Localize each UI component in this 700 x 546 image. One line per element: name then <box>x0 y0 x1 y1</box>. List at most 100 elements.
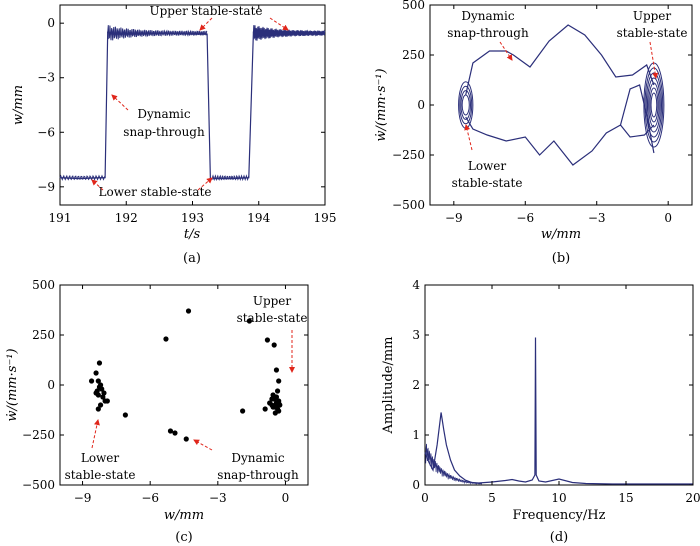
c-point-16 <box>122 412 128 418</box>
a-ripple-upper-1 <box>252 25 326 41</box>
b-lower-ring-1 <box>460 90 471 120</box>
panel-c-ann-upper-2: stable-state <box>237 311 308 325</box>
d-ytick-label-1: 3 <box>412 328 420 342</box>
d-xtick-label-3: 15 <box>618 491 633 505</box>
panel-c-xlabel: w/mm <box>164 508 204 523</box>
c-xtick-label-0: −9 <box>74 491 92 505</box>
c-point-40 <box>272 410 278 416</box>
panel-a-xticks: 191 192 193 194 195 <box>49 5 336 225</box>
c-point-18 <box>185 308 192 314</box>
b-ytick-label-4: −500 <box>392 198 425 212</box>
panel-d-caption: (d) <box>550 530 568 545</box>
b-ytick-label-2: 0 <box>417 98 425 112</box>
panel-a-arrow-upper-2 <box>269 17 289 31</box>
panel-a-arrow-upper-1 <box>199 17 213 31</box>
c-point-25 <box>273 367 280 373</box>
b-lower-ring-0 <box>461 94 470 116</box>
d-xtick-label-2: 10 <box>551 491 566 505</box>
panel-b-plot <box>458 24 665 166</box>
panel-b-ylabel: ẇ/(mm·s⁻¹) <box>374 68 389 141</box>
c-point-22 <box>246 318 252 324</box>
d-ytick-label-3: 1 <box>412 428 420 442</box>
panel-c-plot <box>88 308 283 442</box>
c-point-38 <box>270 392 276 398</box>
d-noise-texture <box>425 443 483 485</box>
c-point-2 <box>96 360 103 366</box>
c-point-13 <box>101 390 107 396</box>
panel-d-xlabel: Frequency/Hz <box>513 508 606 523</box>
c-point-23 <box>264 337 271 343</box>
panel-a-arrow-lower-2 <box>197 177 213 191</box>
panel-a-yticks: 0 −3 −6 −9 <box>37 16 325 194</box>
d-xtick-label-1: 5 <box>488 491 496 505</box>
panel-a-ylabel: w/mm <box>11 85 26 125</box>
c-point-14 <box>104 398 110 404</box>
b-series-2 <box>619 84 655 154</box>
b-upper-ring-1 <box>649 87 659 123</box>
panel-c-yticks: 500 250 0 −250 −500 <box>22 278 308 492</box>
c-point-42 <box>240 408 246 414</box>
panel-d-frame <box>424 284 694 486</box>
panel-b-arrow-upper <box>649 41 659 79</box>
c-point-9 <box>97 402 104 408</box>
panel-a-ann-lower: Lower stable-state <box>99 185 212 199</box>
panel-b-ann-lower: Lower <box>468 159 507 173</box>
c-point-12 <box>96 384 103 390</box>
panel-c-ylabel: ẇ/(mm·s⁻¹) <box>5 348 20 421</box>
panel-a-caption: (a) <box>183 251 201 266</box>
d-ytick-label-2: 2 <box>412 378 420 392</box>
c-point-21 <box>183 436 189 442</box>
c-point-24 <box>271 342 277 348</box>
a-xtick-label-1: 192 <box>115 211 138 225</box>
c-point-43 <box>262 406 268 412</box>
panel-c-ann-dynamic: Dynamic <box>231 451 285 465</box>
d-series-0 <box>424 337 693 485</box>
panel-d-yticks: 4 3 2 1 0 <box>412 278 693 492</box>
d-xtick-label-4: 20 <box>685 491 700 505</box>
panel-b-ann-snap: snap-through <box>447 26 529 40</box>
c-point-15 <box>88 378 95 384</box>
panel-a-ann-upper: Upper stable-state <box>150 4 263 18</box>
c-xtick-label-1: −6 <box>141 491 159 505</box>
panel-d-plot <box>424 337 693 485</box>
c-ytick-label-1: 250 <box>32 328 55 342</box>
b-lower-ring-2 <box>459 85 473 125</box>
panel-c-ann-lower: Lower <box>81 451 120 465</box>
c-point-10 <box>95 406 101 412</box>
panel-a: 191 192 193 194 195 0 −3 −6 −9 t/s w/mm (a) Upp… <box>11 4 336 266</box>
c-point-27 <box>274 388 281 394</box>
c-point-41 <box>269 396 275 402</box>
panel-b-xticks: −9 −6 −3 0 <box>445 5 672 225</box>
panel-b-ann-upper-2: stable-state <box>617 26 688 40</box>
panel-c-ann-upper: Upper <box>253 294 292 308</box>
panel-a-arrow-lower-1 <box>91 179 104 191</box>
panel-b-ann-upper: Upper <box>633 9 672 23</box>
c-point-46 <box>276 400 282 406</box>
panel-d-xticks: 0 5 10 15 20 <box>421 285 700 505</box>
panel-a-plot <box>59 25 326 182</box>
b-series-0 <box>465 24 655 96</box>
panel-b-ann-lower-2: stable-state <box>452 176 523 190</box>
panel-d-ylabel: Amplitude/mm <box>381 337 396 435</box>
b-ytick-label-3: −250 <box>392 148 425 162</box>
a-ripple-lower-1 <box>211 174 250 182</box>
panel-c-ann-lower-2: stable-state <box>65 468 136 482</box>
b-ytick-label-1: 250 <box>402 48 425 62</box>
a-ytick-label-1: −3 <box>37 71 55 85</box>
panel-c-arrow-lower <box>91 419 100 449</box>
panel-b-arrow-dynamic <box>499 41 513 61</box>
c-point-36 <box>267 400 273 406</box>
a-series-0 <box>59 31 326 181</box>
c-ytick-label-0: 500 <box>32 278 55 292</box>
panel-b-caption: (b) <box>552 251 570 266</box>
panel-c-xticks: −9 −6 −3 0 <box>74 285 289 505</box>
panel-b-xlabel: w/mm <box>541 227 581 242</box>
c-point-1 <box>95 378 101 384</box>
panel-c-ann-snap: snap-through <box>217 468 299 482</box>
a-ytick-label-0: 0 <box>47 16 55 30</box>
c-point-11 <box>93 390 99 396</box>
